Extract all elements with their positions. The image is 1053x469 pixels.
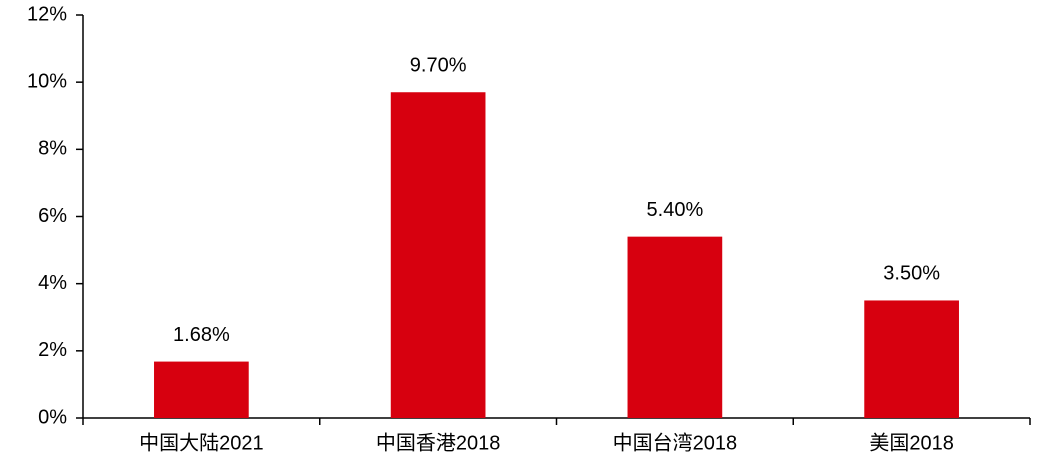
x-tick-label: 美国2018 [869, 431, 954, 454]
data-label: 1.68% [173, 324, 230, 346]
x-tick-label: 中国大陆2021 [139, 431, 264, 454]
y-tick-label: 12% [27, 3, 67, 25]
y-tick-label: 4% [38, 272, 67, 294]
y-tick-label: 8% [38, 138, 67, 160]
data-label: 3.50% [883, 263, 940, 285]
bar [154, 361, 249, 418]
bar [627, 236, 723, 418]
data-label: 5.40% [647, 199, 704, 221]
bar [390, 92, 486, 418]
x-tick-label: 中国台湾2018 [613, 431, 738, 454]
y-tick-label: 0% [38, 406, 67, 428]
y-tick-label: 10% [27, 70, 67, 92]
x-tick-label: 中国香港2018 [376, 431, 501, 454]
y-tick-label: 2% [38, 339, 67, 361]
data-label: 9.70% [410, 55, 467, 77]
y-tick-label: 6% [38, 205, 67, 227]
bar [864, 300, 959, 418]
